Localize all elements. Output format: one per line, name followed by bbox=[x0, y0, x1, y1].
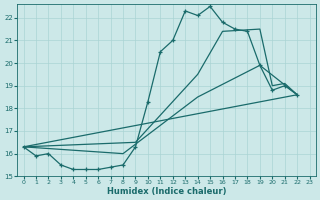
X-axis label: Humidex (Indice chaleur): Humidex (Indice chaleur) bbox=[107, 187, 226, 196]
